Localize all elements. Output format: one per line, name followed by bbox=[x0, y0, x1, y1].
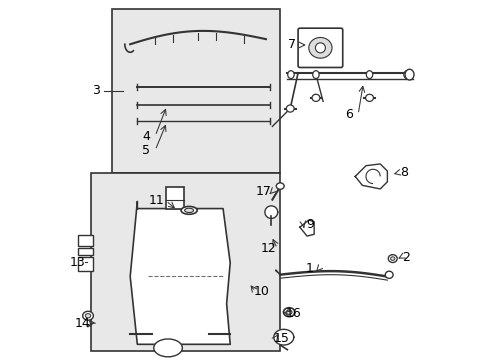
Text: 9: 9 bbox=[305, 218, 313, 231]
Text: 1: 1 bbox=[305, 262, 313, 275]
Text: 17: 17 bbox=[255, 185, 271, 198]
Ellipse shape bbox=[276, 183, 284, 189]
Text: 11: 11 bbox=[149, 194, 164, 207]
Ellipse shape bbox=[387, 255, 396, 262]
Bar bbox=[78, 248, 93, 255]
Ellipse shape bbox=[311, 94, 319, 102]
Text: 4: 4 bbox=[142, 130, 150, 143]
Polygon shape bbox=[354, 164, 386, 189]
Ellipse shape bbox=[85, 314, 91, 318]
Ellipse shape bbox=[315, 43, 325, 53]
Ellipse shape bbox=[312, 71, 319, 78]
Ellipse shape bbox=[82, 311, 93, 320]
Ellipse shape bbox=[308, 37, 331, 58]
Bar bbox=[78, 257, 93, 271]
Ellipse shape bbox=[366, 71, 372, 78]
Text: 7: 7 bbox=[287, 39, 295, 51]
Ellipse shape bbox=[285, 105, 294, 112]
Text: 10: 10 bbox=[253, 285, 269, 298]
Ellipse shape bbox=[283, 308, 294, 317]
Text: 2: 2 bbox=[401, 251, 409, 264]
Text: 6: 6 bbox=[345, 108, 352, 121]
Polygon shape bbox=[130, 202, 230, 344]
Ellipse shape bbox=[184, 208, 193, 212]
Ellipse shape bbox=[390, 257, 394, 260]
Text: 16: 16 bbox=[285, 307, 301, 320]
Bar bbox=[112, 9, 280, 173]
Text: 12: 12 bbox=[260, 242, 276, 255]
Bar bbox=[91, 173, 280, 351]
Text: 13: 13 bbox=[69, 256, 85, 269]
Text: 8: 8 bbox=[400, 166, 407, 179]
Bar bbox=[166, 187, 184, 208]
Ellipse shape bbox=[404, 69, 413, 80]
Polygon shape bbox=[299, 220, 313, 236]
Polygon shape bbox=[264, 206, 277, 219]
Polygon shape bbox=[273, 329, 293, 345]
Text: 14: 14 bbox=[75, 317, 91, 330]
Ellipse shape bbox=[365, 94, 373, 102]
Bar bbox=[78, 235, 93, 246]
Text: 15: 15 bbox=[273, 332, 289, 345]
Ellipse shape bbox=[403, 71, 409, 78]
Ellipse shape bbox=[287, 71, 294, 78]
Text: 5: 5 bbox=[142, 144, 150, 157]
Text: 3: 3 bbox=[92, 84, 100, 97]
Ellipse shape bbox=[153, 339, 182, 357]
FancyBboxPatch shape bbox=[298, 28, 342, 67]
Ellipse shape bbox=[181, 206, 197, 214]
Ellipse shape bbox=[385, 271, 392, 278]
Ellipse shape bbox=[285, 310, 291, 314]
